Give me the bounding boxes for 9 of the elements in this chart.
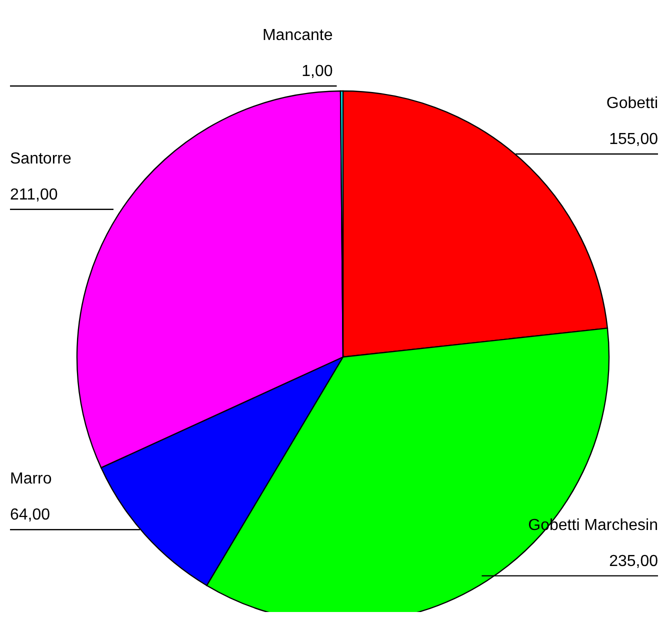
slice-label: Santorre [10,150,72,168]
data-label: 211,00 [10,186,58,204]
data-label: 1,00 [302,63,333,80]
slice-label: Gobetti [606,94,658,112]
data-label: 155,00 [609,130,658,148]
data-label: 64,00 [10,506,50,524]
slice-label: Mancante [262,27,333,44]
data-label: 235,00 [609,552,658,570]
slice-label: Marro [10,470,52,488]
